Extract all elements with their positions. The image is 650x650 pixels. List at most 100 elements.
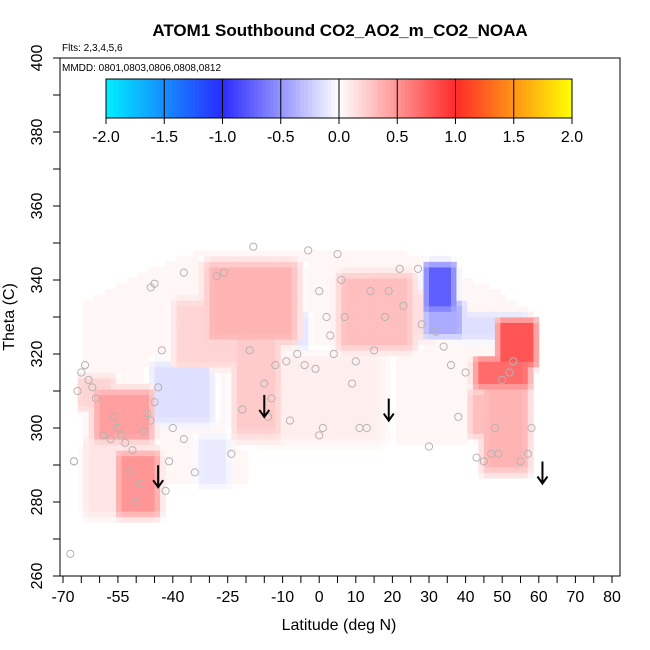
heatmap-cell [170, 283, 177, 290]
heatmap-cell [269, 261, 276, 268]
heatmap-cell [149, 372, 155, 379]
heatmap-cell [302, 439, 309, 446]
heatmap-cell [500, 300, 507, 307]
heatmap-cell [324, 278, 331, 285]
heatmap-cell [313, 322, 320, 329]
observation-point [413, 264, 423, 273]
heatmap-cell [275, 289, 282, 296]
heatmap-cell [198, 461, 205, 468]
heatmap-cell [429, 355, 435, 362]
heatmap-cell [352, 255, 359, 262]
heatmap-cell [159, 444, 166, 451]
heatmap-cell [335, 433, 342, 440]
heatmap-cell [83, 483, 90, 490]
heatmap-cell [225, 383, 232, 390]
colorbar-swatch [152, 79, 158, 118]
heatmap-cell [286, 294, 293, 301]
heatmap-cell [461, 405, 468, 412]
heatmap-cell [456, 428, 463, 434]
heatmap-cell [335, 394, 342, 401]
heatmap-cell [434, 355, 441, 362]
colorbar-swatch [467, 79, 472, 118]
heatmap-cell [461, 311, 468, 318]
heatmap-cell [154, 294, 161, 301]
heatmap-cell [401, 355, 408, 362]
colorbar-swatch [175, 79, 181, 118]
heatmap-cell [187, 466, 194, 473]
heatmap-cell [132, 511, 139, 518]
heatmap-cell [116, 366, 122, 373]
colorbar-swatch [521, 79, 526, 118]
heatmap-cell [83, 450, 90, 457]
heatmap-cell [379, 433, 386, 440]
heatmap-cell [83, 489, 90, 495]
heatmap-cell [313, 278, 320, 285]
heatmap-cell [165, 278, 172, 285]
heatmap-cell [379, 322, 386, 329]
heatmap-cell [330, 250, 337, 257]
heatmap-cell [505, 311, 512, 318]
heatmap-cell [522, 422, 529, 429]
heatmap-cell [494, 366, 501, 373]
heatmap-cell [434, 261, 441, 268]
heatmap-cell [187, 400, 194, 407]
heatmap-cell [450, 361, 457, 368]
heatmap-cell [368, 372, 375, 379]
heatmap-cell [505, 455, 512, 462]
heatmap-cell [302, 428, 309, 434]
heatmap-cell [500, 450, 507, 457]
heatmap-cell [522, 472, 529, 479]
heatmap-cell [445, 344, 452, 351]
colorbar-swatch [261, 79, 266, 118]
heatmap-cell [456, 394, 463, 401]
heatmap-cell [396, 428, 402, 434]
heatmap-cell [242, 344, 249, 351]
heatmap-cell [143, 283, 150, 290]
colorbar-swatch [529, 79, 534, 118]
heatmap-cell [335, 405, 342, 412]
heatmap-cell [439, 339, 446, 346]
heatmap-cell [176, 261, 183, 268]
heatmap-cell [368, 305, 375, 312]
heatmap-cell [214, 483, 221, 490]
heatmap-cell [341, 294, 348, 301]
heatmap-cell [341, 272, 348, 279]
heatmap-cell [220, 361, 227, 368]
heatmap-cell [401, 433, 408, 440]
heatmap-cell [220, 472, 227, 479]
heatmap-cell [302, 278, 309, 285]
heatmap-cell [275, 255, 282, 262]
heatmap-cell [170, 366, 177, 373]
heatmap-cell [121, 350, 128, 357]
heatmap-cell [209, 344, 216, 351]
heatmap-cell [352, 389, 359, 396]
heatmap-cell [456, 311, 463, 318]
heatmap-cell [390, 328, 397, 335]
heatmap-cell [423, 272, 430, 279]
heatmap-cell [77, 372, 84, 379]
heatmap-cell [407, 400, 413, 407]
heatmap-cell [231, 317, 238, 323]
heatmap-cell [121, 294, 128, 301]
heatmap-cell [516, 383, 523, 390]
heatmap-cell [450, 372, 457, 379]
colorbar-swatch [544, 79, 550, 118]
heatmap-cell [143, 428, 150, 434]
heatmap-cell [456, 383, 463, 390]
heatmap-cell [247, 366, 254, 373]
heatmap-cell [154, 416, 161, 423]
heatmap-cell [94, 361, 100, 368]
heatmap-cell [236, 250, 243, 257]
heatmap-cell [225, 350, 232, 357]
heatmap-cell [363, 428, 370, 434]
heatmap-cell [132, 283, 139, 290]
heatmap-cell [522, 328, 529, 335]
heatmap-cell [165, 350, 172, 357]
heatmap-cell [149, 483, 155, 490]
heatmap-cell [110, 400, 117, 407]
heatmap-cell [450, 317, 457, 323]
heatmap-cell [99, 511, 106, 518]
heatmap-cell [461, 428, 468, 434]
x-tick-label: -70 [51, 589, 74, 606]
heatmap-cell [483, 300, 490, 307]
